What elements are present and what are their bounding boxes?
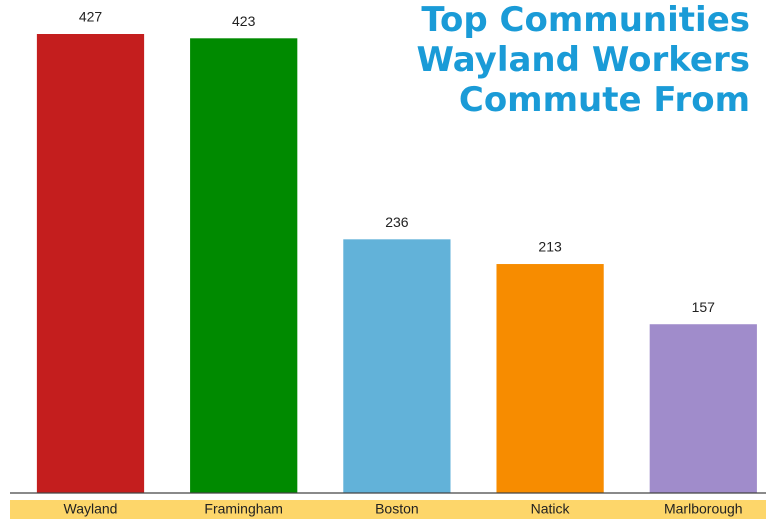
x-tick-label: Marlborough — [664, 501, 743, 517]
value-label: 236 — [385, 214, 409, 230]
bar — [343, 239, 451, 493]
bar — [496, 264, 604, 493]
value-label: 213 — [538, 239, 562, 255]
value-label: 427 — [79, 9, 103, 25]
x-tick-label: Wayland — [64, 501, 118, 517]
x-tick-label: Boston — [375, 501, 419, 517]
x-tick-label: Framingham — [204, 501, 283, 517]
bar — [649, 324, 757, 493]
bar — [190, 38, 298, 493]
chart-title: Top Communities Wayland Workers Commute … — [416, 0, 750, 120]
value-label: 423 — [232, 13, 256, 29]
x-tick-label: Natick — [531, 501, 571, 517]
value-label: 157 — [692, 299, 716, 315]
bar — [36, 34, 145, 493]
category-strip — [10, 500, 766, 519]
